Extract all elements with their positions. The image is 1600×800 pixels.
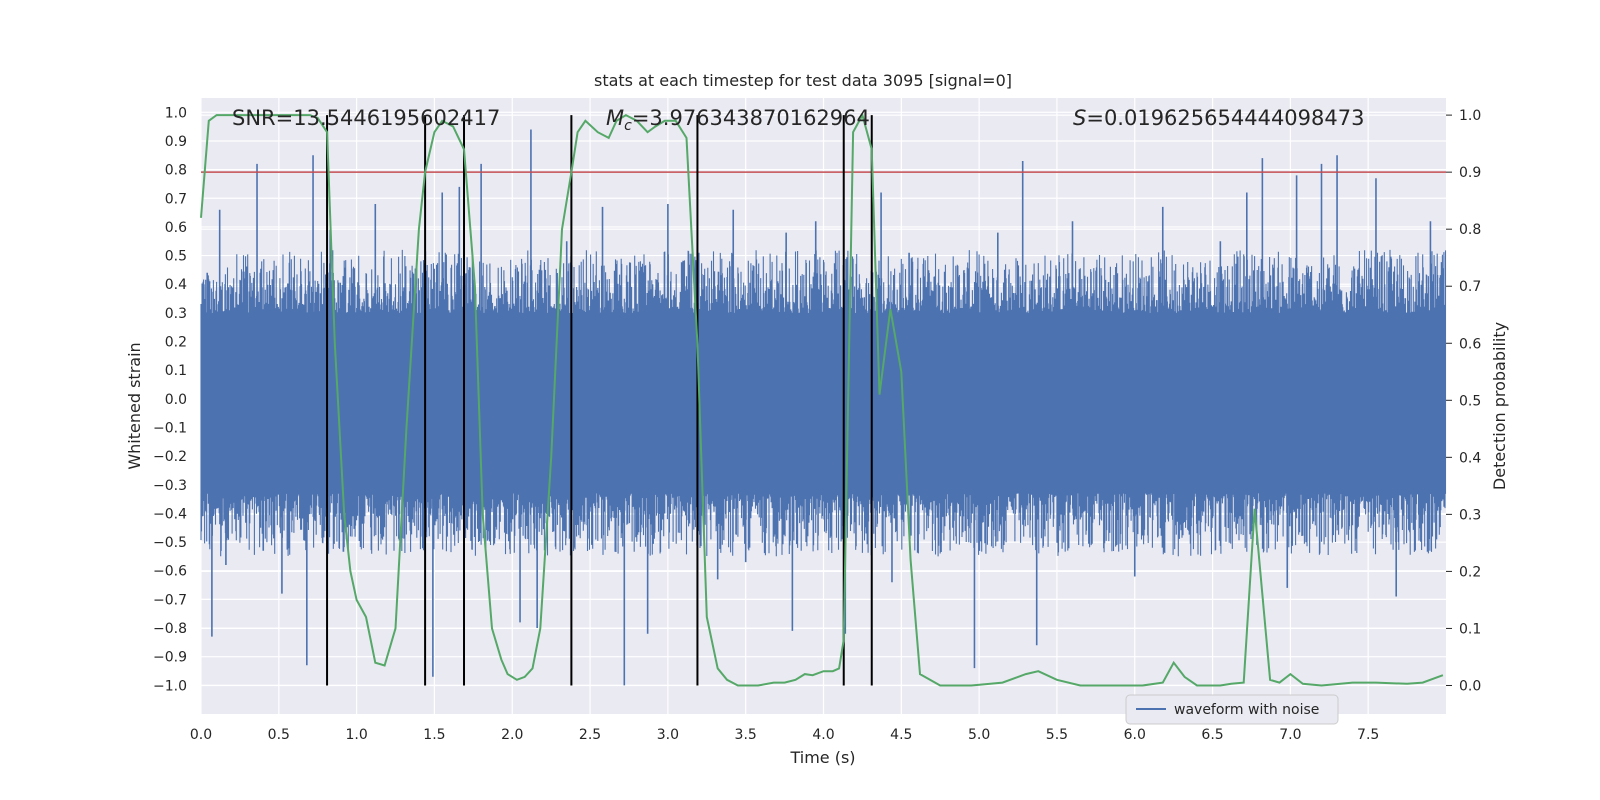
y-left-tick-label: 0.0: [165, 392, 187, 408]
x-axis-ticks: 0.0 0.5 1.0 1.5 2.0 2.5 3.0 3.5 4.0 4.5 5.0 5.5 6.0 6…: [190, 727, 1379, 743]
x-tick-label: 3.5: [735, 727, 757, 743]
y-right-tick-label: 0.3: [1459, 507, 1481, 523]
x-tick-label: 0.5: [268, 727, 290, 743]
y-right-tick-label: 1.0: [1459, 108, 1481, 124]
y-left-tick-label: −1.0: [153, 678, 187, 694]
y-left-tick-label: 0.4: [165, 277, 187, 293]
y-left-tick-label: 0.9: [165, 134, 187, 150]
y-left-tick-label: −0.9: [153, 650, 187, 666]
y-left-tick-label: 0.6: [165, 220, 187, 236]
x-tick-label: 1.5: [423, 727, 445, 743]
mc-value: =3.976343870162964: [632, 106, 870, 130]
chart-title: stats at each timestep for test data 309…: [594, 71, 1012, 90]
snr-annotation: SNR=13.5446195602417: [232, 106, 500, 130]
y-left-axis-ticks: 1.0 0.9 0.8 0.7 0.6 0.5 0.4 0.3 0.2 0.1 0.0 −0.1 −0.…: [153, 105, 187, 694]
waveform-series: [200, 129, 1447, 686]
y-left-tick-label: 0.2: [165, 335, 187, 351]
x-tick-label: 4.5: [890, 727, 912, 743]
s-annotation: S=0.019625654444098473: [1073, 106, 1364, 130]
y-left-axis-label: Whitened strain: [125, 342, 144, 469]
y-left-tick-label: −0.8: [153, 621, 187, 637]
y-left-tick-label: 0.3: [165, 306, 187, 322]
y-right-tick-label: 0.9: [1459, 165, 1481, 181]
x-tick-label: 2.5: [579, 727, 601, 743]
x-tick-label: 5.0: [968, 727, 990, 743]
y-right-tick-label: 0.7: [1459, 279, 1481, 295]
x-tick-label: 7.0: [1279, 727, 1301, 743]
x-tick-label: 0.0: [190, 727, 212, 743]
mc-annotation: Mc=3.976343870162964: [606, 106, 870, 134]
y-left-tick-label: −0.6: [153, 564, 187, 580]
y-left-tick-label: −0.1: [153, 420, 187, 436]
mc-subscript: c: [624, 118, 632, 134]
mc-symbol: M: [606, 106, 624, 130]
x-tick-label: 6.0: [1124, 727, 1146, 743]
x-tick-label: 3.0: [657, 727, 679, 743]
y-left-tick-label: 0.7: [165, 191, 187, 207]
x-tick-label: 2.0: [501, 727, 523, 743]
probability-series: [200, 112, 1444, 687]
y-right-tick-label: 0.6: [1459, 336, 1481, 352]
y-right-tick-label: 0.8: [1459, 222, 1481, 238]
y-right-tick-label: 0.4: [1459, 450, 1481, 466]
y-left-tick-label: 1.0: [165, 105, 187, 121]
y-left-tick-label: −0.7: [153, 592, 187, 608]
legend-box: [1125, 694, 1339, 725]
y-right-tick-label: 0.0: [1459, 678, 1481, 694]
y-left-tick-label: 0.1: [165, 363, 187, 379]
x-tick-label: 5.5: [1046, 727, 1068, 743]
y-left-tick-label: −0.3: [153, 478, 187, 494]
y-right-tick-label: 0.5: [1459, 393, 1481, 409]
x-axis-label: Time (s): [789, 748, 855, 767]
y-right-tick-label: 0.1: [1459, 621, 1481, 637]
x-tick-label: 7.5: [1357, 727, 1379, 743]
y-right-tick-label: 0.2: [1459, 564, 1481, 580]
x-tick-label: 6.5: [1201, 727, 1223, 743]
legend: waveform with noise: [1125, 694, 1339, 725]
y-right-axis-ticks: 1.0 0.9 0.8 0.7 0.6 0.5 0.4 0.3 0.2 0.1 0.0: [1446, 108, 1481, 694]
probability-line: [200, 112, 1444, 687]
s-symbol: S: [1073, 106, 1086, 130]
y-left-tick-label: 0.8: [165, 163, 187, 179]
x-tick-label: 4.0: [812, 727, 834, 743]
y-left-tick-label: −0.2: [153, 449, 187, 465]
y-right-axis-label: Detection probability: [1490, 322, 1509, 490]
y-left-tick-label: 0.5: [165, 249, 187, 265]
y-left-tick-label: −0.4: [153, 506, 187, 522]
legend-label: waveform with noise: [1174, 702, 1319, 718]
y-left-tick-label: −0.5: [153, 535, 187, 551]
s-value: =0.019625654444098473: [1086, 106, 1364, 130]
x-tick-label: 1.0: [345, 727, 367, 743]
